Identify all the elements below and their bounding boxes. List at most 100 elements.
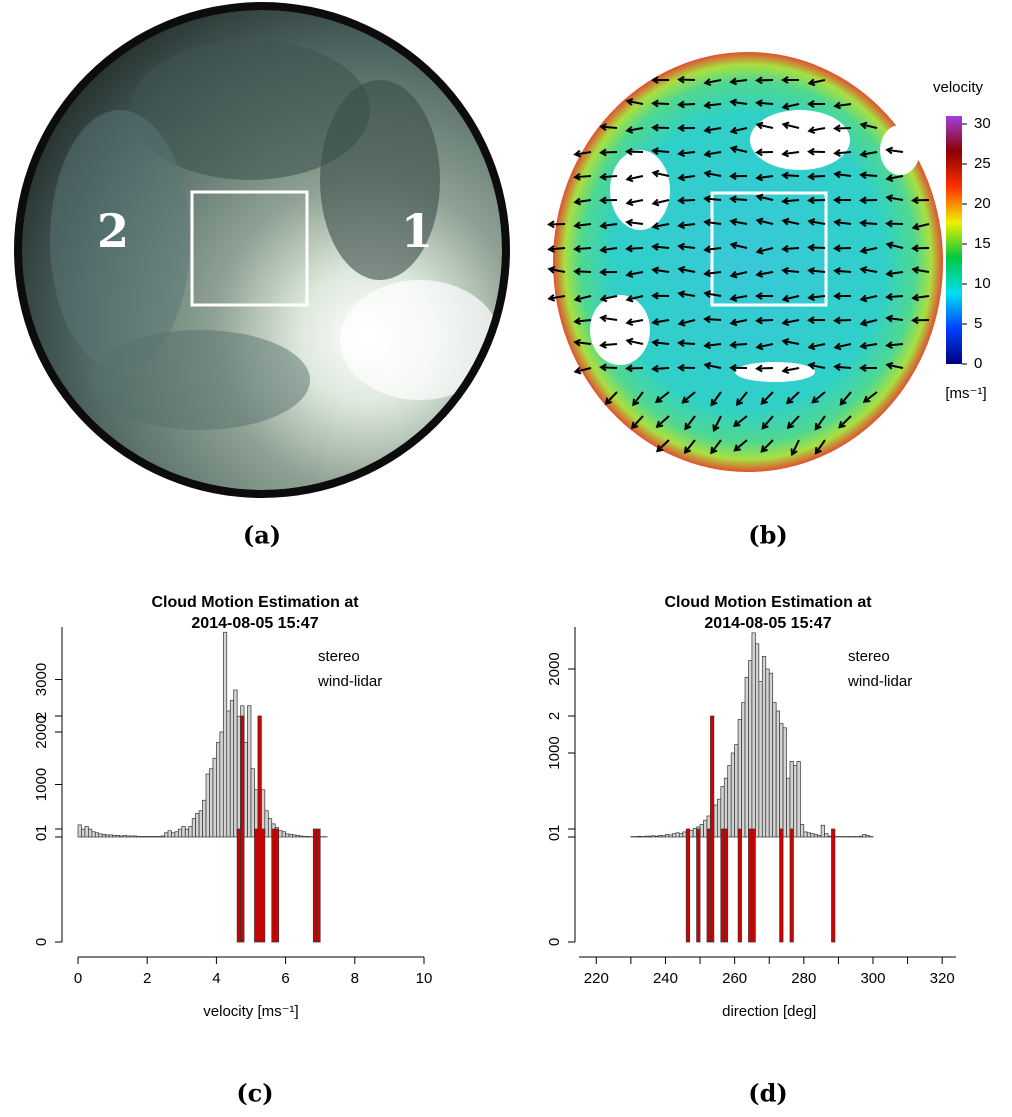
chart-subtitle: 2014-08-05 15:47	[704, 615, 831, 632]
histogram-bar	[251, 769, 254, 837]
histogram-bar	[272, 829, 275, 942]
histogram-bar	[189, 827, 192, 838]
histogram-bar	[137, 836, 140, 837]
y-tick-label: 2000	[546, 652, 563, 685]
colorbar-tick-label: 5	[974, 315, 982, 332]
histogram-bar	[724, 778, 727, 837]
colorbar-title: velocity	[933, 79, 984, 96]
legend-entry: wind-lidar	[847, 673, 912, 690]
histogram-bar	[676, 833, 679, 837]
histogram-bar	[265, 811, 268, 837]
histogram-bar	[171, 833, 174, 837]
histogram-bar	[296, 835, 299, 837]
histogram-bar	[199, 811, 202, 837]
histogram-bar	[863, 834, 866, 837]
histogram-bar	[807, 833, 810, 837]
histogram-bar	[209, 769, 212, 837]
histogram-bar	[755, 644, 758, 837]
histogram-bar	[728, 766, 731, 837]
histogram-bar	[130, 836, 133, 837]
histogram-bar	[710, 716, 713, 942]
histogram-bar	[831, 829, 834, 942]
histogram-bar	[147, 836, 150, 837]
histogram-bar	[731, 753, 734, 837]
histogram-bar	[690, 830, 693, 837]
panel-label: (a)	[243, 521, 281, 550]
histogram-bar	[237, 829, 240, 942]
histogram-bar	[161, 836, 164, 837]
histogram-bar	[825, 834, 828, 837]
colorbar-unit: [ms⁻¹]	[945, 385, 986, 402]
chart-subtitle: 2014-08-05 15:47	[191, 615, 318, 632]
colorbar-tick-label: 0	[974, 355, 982, 372]
x-tick-label: 10	[416, 970, 433, 987]
y-tick-label: 1	[33, 825, 50, 833]
histogram-bar	[748, 661, 751, 837]
histogram-bar	[241, 716, 244, 942]
histogram-bar	[735, 745, 738, 837]
x-axis-label: direction [deg]	[722, 1003, 816, 1020]
figure: 2 1 (a) 051015202530velocity[ms⁻¹](b)Clo…	[0, 0, 1012, 1117]
histogram-bar	[203, 800, 206, 837]
histogram-bar	[126, 836, 129, 837]
histogram-bar	[645, 836, 648, 837]
colorbar-tick-label: 20	[974, 195, 991, 212]
histogram-bar	[776, 711, 779, 837]
histogram-bar	[175, 832, 178, 837]
histogram-bar	[317, 829, 320, 942]
legend-entry: wind-lidar	[317, 673, 382, 690]
histogram-bar	[686, 829, 689, 942]
histogram-bar	[213, 758, 216, 837]
panel-label: (d)	[748, 1079, 788, 1108]
histogram-bar	[293, 835, 296, 837]
histogram-bar	[248, 706, 251, 837]
histogram-bar	[234, 690, 237, 837]
histogram-bar	[790, 761, 793, 837]
histogram-bar	[178, 829, 181, 837]
region-label: 2	[97, 204, 129, 258]
histogram-bar	[133, 836, 136, 837]
histogram-bar	[182, 827, 185, 838]
histogram-bar	[821, 825, 824, 837]
x-tick-label: 0	[74, 970, 82, 987]
histogram-bar	[220, 732, 223, 837]
histogram-bar	[88, 829, 91, 837]
y-tick-label: 1000	[33, 768, 50, 801]
histogram-bar	[762, 656, 765, 837]
histogram-bar	[793, 766, 796, 837]
histogram-bar	[797, 761, 800, 837]
histogram-bar	[289, 834, 292, 837]
x-tick-label: 6	[281, 970, 289, 987]
histogram-bar	[790, 829, 793, 942]
histogram-bar	[258, 716, 261, 942]
histogram-bar	[662, 836, 665, 837]
histogram-bar	[92, 832, 95, 837]
histogram-bar	[683, 832, 686, 837]
histogram-bar	[669, 835, 672, 837]
histogram-bar	[780, 724, 783, 837]
histogram-bar	[140, 836, 143, 837]
histogram-bar	[151, 836, 154, 837]
histogram-bar	[85, 827, 88, 838]
histogram-bar	[286, 834, 289, 837]
histogram-bar	[106, 835, 109, 837]
histogram-bar	[168, 831, 171, 837]
histogram-bar	[144, 836, 147, 837]
velocity-map	[549, 52, 943, 472]
legend-entry: stereo	[848, 648, 890, 665]
histogram-bar	[282, 832, 285, 837]
histogram-bar	[279, 831, 282, 837]
histogram-bar	[237, 716, 240, 837]
histogram-bar	[714, 805, 717, 837]
histogram-bar	[303, 836, 306, 837]
histogram-bar	[679, 834, 682, 837]
histogram-bar	[724, 829, 727, 942]
y-tick-label: 1000	[546, 736, 563, 769]
histogram-bar	[780, 829, 783, 942]
histogram-bar	[748, 829, 751, 942]
histogram-bar	[783, 728, 786, 837]
histogram-bar	[742, 703, 745, 837]
histogram-bar	[818, 835, 821, 837]
histogram-bar	[655, 836, 658, 837]
histogram-bar	[697, 829, 700, 942]
